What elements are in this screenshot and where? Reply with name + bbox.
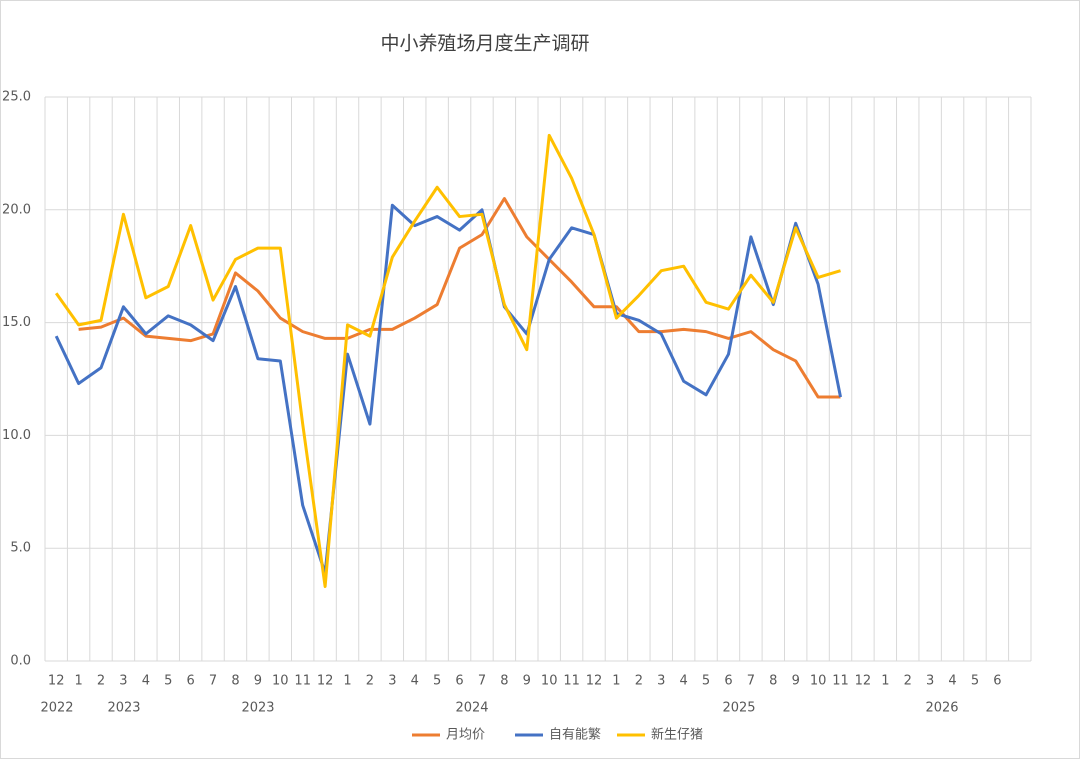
x-tick-label: 3 — [119, 674, 127, 689]
x-tick-label: 6 — [993, 674, 1001, 689]
x-tick-label: 2 — [366, 674, 374, 689]
x-tick-label: 12 — [855, 674, 872, 689]
x-tick-label: 1 — [881, 674, 889, 689]
series-line — [54, 203, 842, 575]
x-tick-label: 1 — [612, 674, 620, 689]
y-tick-label: 10.0 — [2, 428, 31, 443]
legend-label: 月均价 — [446, 728, 485, 743]
year-label: 2025 — [722, 701, 755, 716]
year-label: 2024 — [455, 701, 488, 716]
x-tick-label: 6 — [724, 674, 732, 689]
x-tick-label: 9 — [792, 674, 800, 689]
x-tick-label: 8 — [769, 674, 777, 689]
x-tick-label: 10 — [541, 674, 558, 689]
year-label: 2023 — [241, 701, 274, 716]
x-tick-label: 2 — [904, 674, 912, 689]
x-tick-label: 4 — [411, 674, 419, 689]
chart-title: 中小养殖场月度生产调研 — [380, 33, 589, 55]
year-label: 2023 — [107, 701, 140, 716]
y-tick-label: 5.0 — [10, 541, 31, 556]
x-tick-label: 8 — [500, 674, 508, 689]
x-tick-label: 10 — [272, 674, 289, 689]
x-tick-label: 3 — [926, 674, 934, 689]
x-tick-label: 5 — [433, 674, 441, 689]
legend-label: 自有能繁 — [549, 727, 601, 743]
x-tick-label: 5 — [702, 674, 710, 689]
x-tick-label: 2 — [97, 674, 105, 689]
x-tick-label: 11 — [294, 674, 311, 689]
x-tick-label: 1 — [74, 674, 82, 689]
legend-label: 新生仔猪 — [651, 727, 703, 743]
series-line — [54, 133, 841, 589]
y-tick-label: 25.0 — [2, 90, 31, 105]
x-tick-label: 4 — [948, 674, 956, 689]
x-tick-label: 12 — [586, 674, 603, 689]
x-tick-label: 10 — [810, 674, 827, 689]
x-tick-label: 5 — [164, 674, 172, 689]
x-tick-label: 7 — [747, 674, 755, 689]
x-tick-label: 8 — [231, 674, 239, 689]
x-tick-label: 2 — [635, 674, 643, 689]
x-tick-label: 12 — [48, 674, 65, 689]
y-tick-label: 0.0 — [10, 654, 31, 669]
y-tick-label: 20.0 — [2, 202, 31, 217]
x-tick-label: 9 — [254, 674, 262, 689]
year-label: 2026 — [925, 701, 958, 716]
y-tick-label: 15.0 — [2, 315, 31, 330]
x-tick-label: 4 — [680, 674, 688, 689]
x-tick-label: 3 — [388, 674, 396, 689]
x-tick-label: 7 — [478, 674, 486, 689]
x-tick-label: 12 — [317, 674, 334, 689]
x-tick-label: 4 — [142, 674, 150, 689]
x-tick-label: 3 — [657, 674, 665, 689]
x-tick-label: 6 — [455, 674, 463, 689]
x-tick-label: 11 — [563, 674, 580, 689]
x-tick-label: 1 — [343, 674, 351, 689]
x-tick-label: 5 — [971, 674, 979, 689]
x-tick-label: 6 — [187, 674, 195, 689]
x-tick-label: 7 — [209, 674, 217, 689]
x-tick-label: 9 — [523, 674, 531, 689]
year-label: 2022 — [40, 701, 73, 716]
x-tick-label: 11 — [832, 674, 849, 689]
